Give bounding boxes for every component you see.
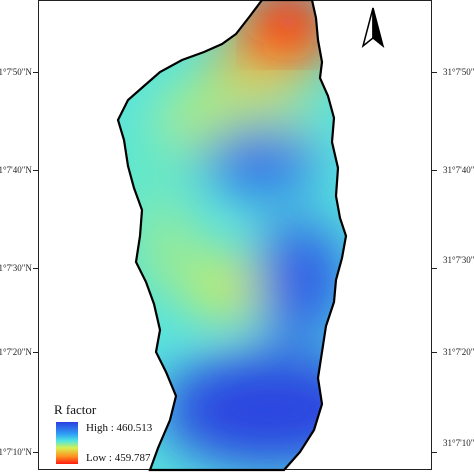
basin-boundary <box>116 0 348 472</box>
north-arrow-icon <box>361 7 385 49</box>
latitude-label-left: 31°7'20"N <box>0 347 32 357</box>
latitude-label-left: 31°7'40"N <box>0 165 32 175</box>
latitude-label-right: 31°7'50"N <box>443 67 474 77</box>
legend-color-ramp <box>56 422 78 464</box>
legend-low-label: Low : 459.787 <box>86 452 151 464</box>
lat-tick-right <box>432 72 437 73</box>
latitude-label-left: 31°7'10"N <box>0 447 32 457</box>
latitude-label-right: 31°7'20"N <box>443 347 474 357</box>
legend-title: R factor <box>54 402 97 417</box>
lat-tick-right <box>432 452 437 453</box>
latitude-label-left: 31°7'30"N <box>0 263 32 273</box>
latitude-label-right: 31°7'10"N <box>443 438 474 448</box>
lat-tick-right <box>432 268 437 269</box>
legend-high-label: High : 460.513 <box>86 422 153 434</box>
lat-tick-left <box>33 72 38 73</box>
lat-tick-right <box>432 352 437 353</box>
latitude-label-right: 31°7'40"N <box>443 165 474 175</box>
lat-tick-left <box>33 452 38 453</box>
lat-tick-left <box>33 268 38 269</box>
latitude-label-left: 31°7'50"N <box>0 67 32 77</box>
lat-tick-left <box>33 352 38 353</box>
latitude-label-right: 31°7'30"N <box>443 255 474 265</box>
lat-tick-right <box>432 170 437 171</box>
lat-tick-left <box>33 170 38 171</box>
map-legend: R factor High : 460.513 Low : 459.787 <box>52 402 222 472</box>
